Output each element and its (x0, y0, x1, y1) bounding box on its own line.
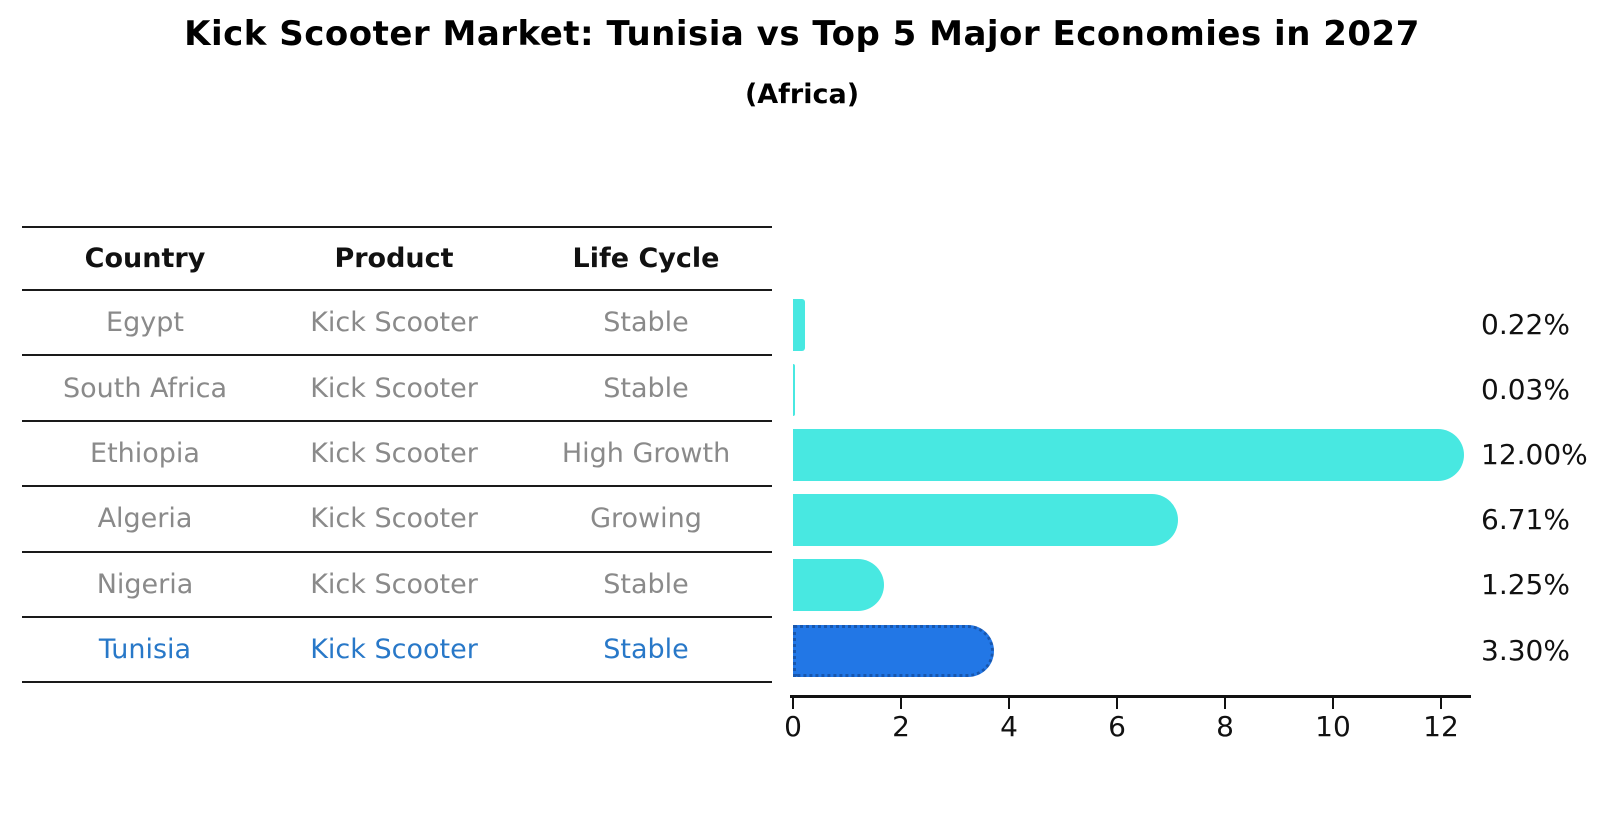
column-header-country: Country (84, 243, 206, 274)
x-axis-tick (791, 697, 795, 709)
cell-life-cycle: Stable (603, 307, 689, 339)
cell-product: Kick Scooter (310, 372, 478, 404)
cell-life-cycle: Stable (603, 372, 689, 404)
table-header-row: Country Product Life Cycle (22, 228, 772, 291)
cell-life-cycle: High Growth (561, 437, 731, 469)
cell-country: Tunisia (98, 634, 192, 666)
x-axis-tick (1439, 697, 1443, 709)
cell-product: Kick Scooter (310, 503, 478, 535)
cell-country: Algeria (97, 503, 193, 535)
country-table: Country Product Life Cycle Egypt Kick Sco… (22, 226, 772, 684)
x-axis-tick-label: 2 (892, 710, 910, 743)
x-axis-tick (899, 697, 903, 709)
cell-product: Kick Scooter (310, 634, 478, 666)
bar-egypt (793, 298, 805, 351)
table-row-south-africa: South Africa Kick Scooter Stable (22, 356, 772, 422)
table-row-nigeria: Nigeria Kick Scooter Stable (22, 553, 772, 618)
cell-life-cycle: Stable (603, 568, 689, 600)
table-row-tunisia: Tunisia Kick Scooter Stable (22, 618, 772, 684)
column-header-product: Product (334, 243, 454, 274)
table-body: Egypt Kick Scooter Stable South Africa Kick … (22, 291, 772, 684)
x-axis-tick-label: 10 (1315, 710, 1351, 743)
cell-country: Egypt (106, 307, 184, 339)
x-axis-tick-label: 6 (1108, 710, 1126, 743)
table-row-ethiopia: Ethiopia Kick Scooter High Growth (22, 422, 772, 488)
bar-ethiopia (793, 428, 1464, 481)
value-label-ethiopia: 12.00% (1481, 437, 1588, 471)
x-axis-tick-label: 4 (1000, 710, 1018, 743)
table-row-algeria: Algeria Kick Scooter Growing (22, 487, 772, 553)
cell-country: South Africa (62, 372, 228, 404)
x-axis-tick-label: 12 (1423, 710, 1459, 743)
bar-south-africa (793, 363, 795, 416)
x-axis-tick (1007, 697, 1011, 709)
cell-country: Nigeria (96, 568, 194, 600)
bar-nigeria (793, 559, 884, 612)
x-axis-tick-label: 8 (1216, 710, 1234, 743)
x-axis-tick (1223, 697, 1227, 709)
x-axis-tick (1331, 697, 1335, 709)
cell-country: Ethiopia (90, 437, 200, 469)
cell-product: Kick Scooter (310, 307, 478, 339)
x-axis-tick (1115, 697, 1119, 709)
cell-product: Kick Scooter (310, 437, 478, 469)
value-label-algeria: 6.71% (1481, 503, 1570, 537)
column-header-life-cycle: Life Cycle (572, 243, 720, 274)
bar-algeria (793, 494, 1179, 547)
value-label-egypt: 0.22% (1481, 307, 1570, 341)
cell-product: Kick Scooter (310, 568, 478, 600)
chart-title: Kick Scooter Market: Tunisia vs Top 5 Ma… (184, 14, 1420, 54)
cell-life-cycle: Growing (590, 503, 702, 535)
cell-life-cycle: Stable (603, 634, 689, 666)
value-label-south-africa: 0.03% (1481, 372, 1570, 406)
x-axis-tick-label: 0 (784, 710, 802, 743)
table-row-egypt: Egypt Kick Scooter Stable (22, 291, 772, 357)
x-axis-line (790, 695, 1471, 698)
bar-tunisia (793, 624, 995, 677)
value-label-tunisia: 3.30% (1481, 633, 1570, 667)
value-label-nigeria: 1.25% (1481, 568, 1570, 602)
chart-subtitle: (Africa) (744, 79, 860, 110)
